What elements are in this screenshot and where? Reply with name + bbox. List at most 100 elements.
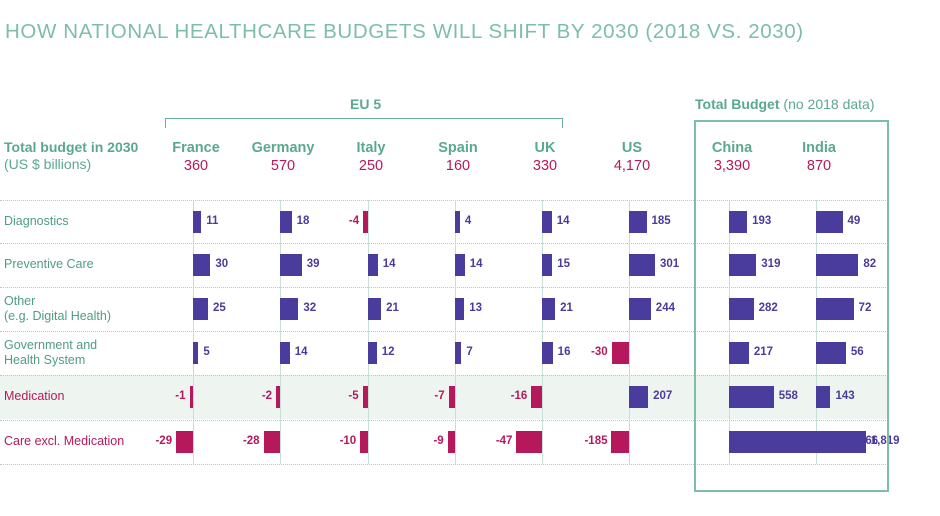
value-label: 49: [847, 215, 861, 227]
row-label: Government and Health System: [4, 338, 97, 368]
data-bar: [542, 342, 553, 364]
value-label: 14: [469, 258, 483, 270]
row-separator: [0, 464, 888, 465]
country-budget: 250: [358, 158, 384, 174]
data-bar: [542, 298, 556, 320]
value-label: -9: [433, 435, 444, 447]
data-bar: [729, 386, 774, 408]
value-label: 282: [758, 302, 778, 314]
row-label-line: Health System: [4, 353, 86, 367]
row-separator: [0, 420, 888, 421]
data-bar: [360, 431, 368, 453]
data-bar: [280, 211, 292, 233]
data-bar: [729, 211, 748, 233]
data-bar: [816, 298, 854, 320]
axis-line: [816, 200, 817, 464]
row-label: Diagnostics: [4, 214, 69, 229]
data-bar: [629, 386, 649, 408]
country-budget: 160: [445, 158, 471, 174]
country-name: UK: [534, 140, 556, 156]
country-budget: 4,170: [613, 158, 651, 174]
value-label: 21: [560, 302, 573, 314]
row-label-line: Care excl. Medication: [4, 434, 125, 448]
data-bar: [363, 211, 368, 233]
row-label: Preventive Care: [4, 257, 94, 272]
data-bar: [280, 298, 299, 320]
row-label-line: Preventive Care: [4, 257, 94, 271]
data-bar: [455, 254, 465, 276]
data-bar: [611, 431, 629, 453]
row-label-line: Diagnostics: [4, 214, 69, 228]
value-label: -47: [495, 435, 513, 447]
value-label: 143: [835, 390, 855, 402]
data-bar: [189, 386, 193, 408]
value-label: 56: [850, 346, 864, 358]
data-bar: [368, 342, 377, 364]
country-name: US: [621, 140, 643, 156]
data-bar: [448, 386, 455, 408]
row-label-line: (e.g. Digital Health): [4, 309, 111, 323]
axis-line: [455, 200, 456, 464]
total-budget-note: (no 2018 data): [783, 96, 875, 112]
row-header-line2: (US $ billions): [4, 156, 92, 172]
data-bar: [193, 298, 208, 320]
value-label: 466: [859, 435, 879, 447]
data-bar: [263, 431, 280, 453]
row-header: Total budget in 2030 (US $ billions): [4, 139, 138, 173]
country-budget: 360: [183, 158, 209, 174]
value-label: 14: [556, 215, 570, 227]
axis-line: [542, 200, 543, 464]
value-label: 32: [303, 302, 317, 314]
data-bar: [455, 298, 465, 320]
value-label: 185: [651, 215, 671, 227]
value-label: -4: [348, 215, 360, 227]
row-label-line: Other: [4, 294, 36, 308]
axis-line: [629, 200, 630, 464]
value-label: -16: [510, 390, 528, 402]
axis-line: [729, 200, 730, 464]
country-name: Germany: [251, 140, 315, 156]
data-bar: [816, 386, 831, 408]
data-bar: [611, 342, 629, 364]
value-label: 39: [306, 258, 320, 270]
row-label: Care excl. Medication: [4, 434, 124, 449]
data-bar: [531, 386, 542, 408]
value-label: 11: [206, 215, 219, 227]
country-name: France: [172, 140, 220, 156]
data-bar: [729, 254, 757, 276]
data-bar: [629, 298, 651, 320]
row-separator: [0, 243, 888, 244]
data-bar: [542, 254, 553, 276]
data-bar: [816, 211, 843, 233]
data-bar: [629, 211, 647, 233]
value-label: -29: [155, 435, 173, 447]
chart-title: HOW NATIONAL HEALTHCARE BUDGETS WILL SHI…: [5, 20, 804, 43]
total-budget-box: [694, 120, 889, 492]
country-budget: 3,390: [713, 158, 751, 174]
data-bar: [629, 254, 655, 276]
value-label: 217: [753, 346, 774, 358]
data-bar: [455, 211, 460, 233]
data-bar: [729, 342, 749, 364]
total-budget-label: Total Budget: [695, 96, 780, 112]
value-label: 14: [294, 346, 308, 358]
row-header-line1: Total budget in 2030: [4, 139, 139, 155]
value-label: 82: [863, 258, 877, 270]
data-bar: [816, 342, 846, 364]
country-name: Italy: [356, 140, 386, 156]
data-bar: [455, 342, 462, 364]
value-label: 319: [761, 258, 781, 270]
value-label: -10: [339, 435, 357, 447]
value-label: 21: [386, 302, 399, 314]
value-label: 25: [213, 302, 226, 314]
data-bar: [193, 254, 211, 276]
value-label: -5: [348, 390, 359, 402]
data-bar: [280, 342, 290, 364]
value-label: 301: [659, 258, 680, 270]
data-bar: [368, 298, 382, 320]
group-label-total-budget: Total Budget (no 2018 data): [695, 96, 874, 112]
value-label: 244: [655, 302, 675, 314]
value-label: 15: [557, 258, 570, 270]
value-label: 72: [858, 302, 872, 314]
row-separator: [0, 331, 888, 332]
